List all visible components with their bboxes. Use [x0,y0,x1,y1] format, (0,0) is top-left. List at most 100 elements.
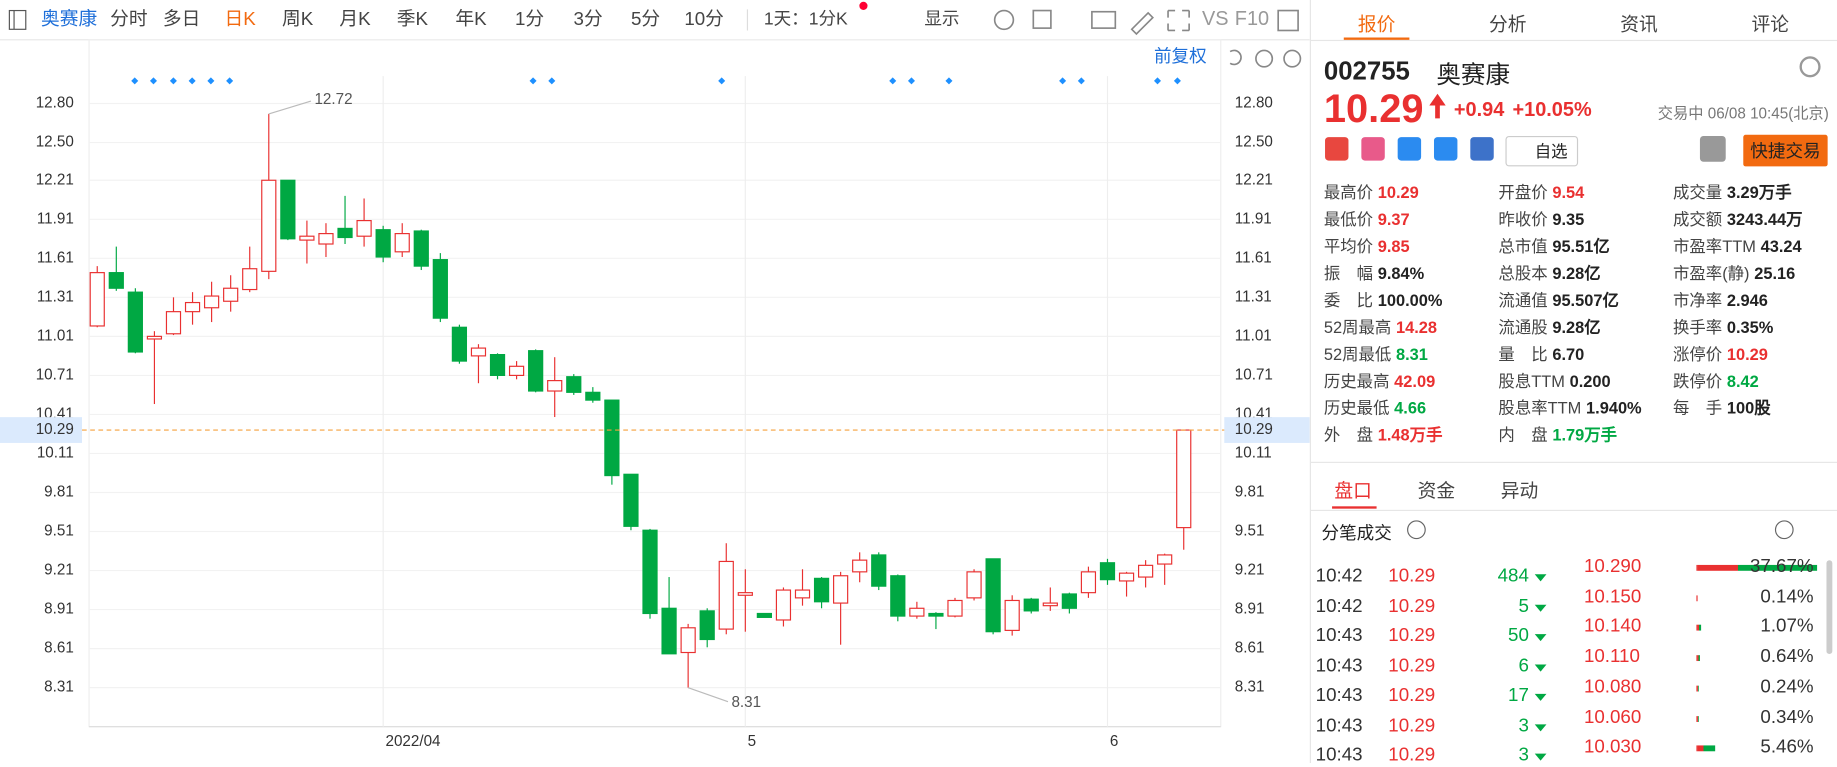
stat: 平均价 9.85 [1324,234,1410,257]
y-tick-label: 12.21 [36,171,74,188]
zoom-in[interactable] [1283,49,1302,68]
stat-label: 历史最低 [1323,398,1390,418]
camera-icon[interactable] [1091,10,1117,29]
candle-body [699,610,715,641]
fullscreen-icon[interactable] [1167,9,1190,32]
period-tab[interactable]: 月K [339,8,371,29]
quote-tab[interactable]: 资讯 [1620,15,1658,36]
bell-button[interactable] [1699,135,1726,162]
period-tab[interactable]: 10分 [684,8,724,29]
candle-body [909,607,925,617]
stat: 流通值 95.507亿 [1498,288,1618,311]
stat: 昨收价 9.35 [1498,207,1584,230]
candle-body [89,272,105,327]
settings-icon[interactable] [993,9,1015,31]
sidebar-icon[interactable] [8,9,27,30]
candle-body [813,577,830,603]
tab-underline [1343,37,1410,40]
stat: 市净率 2.946 [1673,288,1768,311]
period-tab[interactable]: 周K [282,8,314,29]
interval-select[interactable]: 1天：1分K [764,9,848,29]
stat-label: 总市值 [1498,236,1548,256]
more-icon[interactable] [1774,520,1794,540]
reset-icon[interactable] [1229,49,1242,66]
stat-label: 昨收价 [1498,209,1548,229]
stock-name[interactable]: 奥赛康 [41,8,97,29]
candle-body [737,592,753,596]
quote-tab[interactable]: 评论 [1751,15,1789,36]
tag-icon[interactable] [1433,137,1458,161]
zoom-out[interactable] [1255,49,1274,68]
trade-volume: 50 [1508,625,1529,646]
quote-tab[interactable]: 分析 [1489,15,1527,36]
tag-icon[interactable] [1397,137,1422,161]
info-icon[interactable] [1407,520,1426,540]
quote-tab[interactable]: 报价 [1357,15,1396,36]
vs-button[interactable]: VS [1202,8,1229,30]
watch-button[interactable]: 自选 [1505,135,1579,167]
stat-label: 跌停价 [1672,371,1723,391]
chart-panel: 前复权 奥赛康 分时 多日 日K 周K 月K 季K 年K 1分 3分 5分 10分 1天：1分K 显示 VS… [0,1,1310,750]
stat: 股息率TTM 1.940% [1498,396,1641,419]
stat-label: 股息TTM [1498,371,1565,391]
candle-body [146,335,163,340]
stat-value: 95.507亿 [1552,290,1619,310]
settings[interactable] [1799,56,1821,78]
trade-volume: 6 [1518,655,1529,676]
y-tick-label-right: 9.81 [1235,484,1265,501]
adjust-mode[interactable]: 前复权 [1154,46,1207,66]
event-marker[interactable] [131,77,1181,85]
stat-value: 4.66 [1394,398,1427,418]
tag-icon[interactable] [1325,137,1349,161]
tag-icon[interactable] [1361,137,1385,161]
tag-icon[interactable] [1470,137,1494,161]
lower-tab[interactable]: 盘口 [1334,481,1372,502]
checkbox-icon[interactable] [1032,9,1052,29]
stat-label: 股息率TTM [1498,398,1582,418]
stat: 历史最低 4.66 [1324,396,1426,419]
stat: 成交量 3.29万手 [1673,180,1792,203]
period-tab[interactable]: 日K [225,8,257,29]
period-tab[interactable]: 季K [397,8,429,29]
stat-label: 市盈率(静) [1672,263,1750,283]
y-tick-label-right: 12.21 [1235,171,1273,188]
y-tick-label: 11.61 [37,249,74,266]
trade-button[interactable]: 快捷交易 [1743,134,1828,167]
stat-value: 14.28 [1396,317,1438,337]
display-menu[interactable]: 显示 [924,9,959,29]
stat-label: 成交量 [1672,182,1723,202]
f10-button[interactable]: F10 [1235,8,1269,30]
lower-tab[interactable]: 资金 [1417,481,1456,502]
event-markers [131,77,1181,85]
lower-tab[interactable]: 异动 [1500,481,1539,502]
level-price: 10.150 [1583,586,1642,607]
period-tab[interactable]: 3分 [574,8,603,29]
stat-label: 流通股 [1498,317,1548,337]
candle-body [242,268,258,291]
stat-value: 3.29万手 [1726,182,1792,202]
y-tick-label: 8.61 [44,640,74,657]
stat-label: 换手率 [1672,317,1723,337]
candle-body [680,627,696,654]
y-tick-label: 10.11 [37,444,74,461]
period-tab[interactable]: 年K [455,8,487,29]
stat-label: 委 比 [1323,290,1374,310]
level-pct: 0.64% [1760,647,1814,668]
stat: 涨停价 10.29 [1673,342,1768,365]
candle-body [413,230,429,267]
candle-body [127,291,143,353]
stat-value: 6.70 [1552,344,1585,364]
period-tab[interactable]: 多日 [163,8,200,29]
candle-body [1176,429,1192,529]
level-price: 10.080 [1583,677,1642,698]
period-tab[interactable]: 分时 [110,8,148,29]
period-tab[interactable]: 1分 [515,8,544,29]
y-tick-label-right: 11.31 [1235,288,1272,305]
trade-price: 10.29 [1388,595,1436,616]
period-tab[interactable]: 5分 [631,8,660,29]
y-tick-label: 10.71 [36,366,74,383]
level-bar [1696,625,1701,632]
candle-body [1004,599,1020,631]
panel-icon[interactable] [1277,9,1299,32]
pen-icon[interactable] [1130,11,1154,36]
